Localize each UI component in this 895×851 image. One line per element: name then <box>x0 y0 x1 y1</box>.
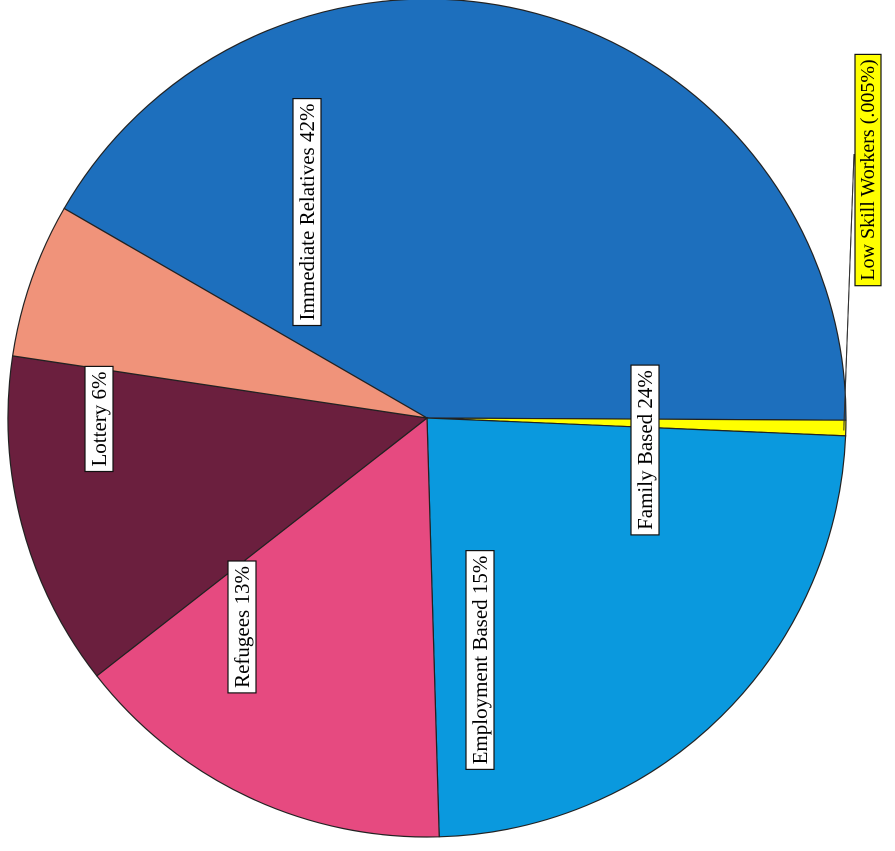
slice-label: Family Based 24% <box>633 370 657 530</box>
slice-label-group: Lottery 6% <box>84 365 114 473</box>
slice-label-box <box>854 53 882 287</box>
slice-label-box <box>292 98 322 327</box>
pie-slices <box>7 0 847 838</box>
slice-label-box <box>630 364 660 536</box>
pie-slice-family-based <box>426 417 847 838</box>
slice-label-group: Family Based 24% <box>630 364 660 536</box>
callout-line-2 <box>843 153 855 431</box>
slice-label-group: Low Skill Workers (.005%) <box>854 53 882 287</box>
slice-label: Lottery 6% <box>87 371 111 466</box>
slice-label-box <box>465 549 495 771</box>
pie-slice-lottery <box>11 207 428 419</box>
pie-labels: Immediate Relatives 42% Low Skill Workers… <box>84 53 882 771</box>
pie-slice-immediate-relatives <box>63 0 847 421</box>
callout-lines <box>843 153 855 431</box>
slice-label: Employment Based 15% <box>468 556 492 765</box>
pie-slice-employment-based <box>95 416 440 838</box>
slice-label: Refugees 13% <box>230 566 254 688</box>
slice-label-group: Refugees 13% <box>227 560 257 694</box>
slice-label-box <box>227 560 257 694</box>
slice-label: Immediate Relatives 42% <box>295 104 319 321</box>
slice-label: Low Skill Workers (.005%) <box>857 59 879 280</box>
slice-label-group: Employment Based 15% <box>465 549 495 771</box>
slice-label-box <box>84 365 114 473</box>
slice-label-group: Immediate Relatives 42% <box>292 98 322 327</box>
